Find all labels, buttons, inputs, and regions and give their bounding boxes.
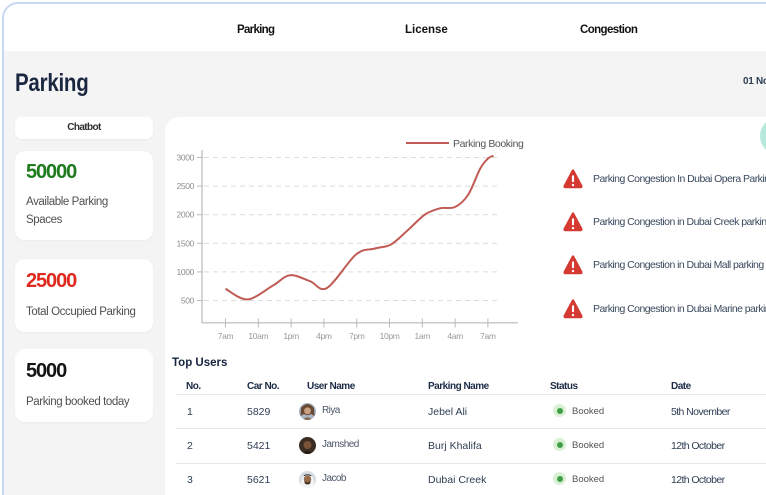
svg-text:7am: 7am [218, 331, 234, 341]
svg-text:4am: 4am [447, 331, 463, 341]
svg-text:1pm: 1pm [283, 331, 299, 341]
svg-text:2000: 2000 [176, 210, 194, 220]
svg-text:1000: 1000 [176, 267, 194, 277]
svg-text:1500: 1500 [176, 238, 194, 248]
svg-text:10am: 10am [248, 331, 268, 341]
svg-text:1am: 1am [415, 331, 431, 341]
svg-text:10pm: 10pm [380, 331, 400, 341]
svg-text:2500: 2500 [176, 181, 194, 191]
svg-text:7am: 7am [480, 331, 496, 341]
svg-text:Parking Booking: Parking Booking [453, 138, 524, 150]
svg-text:500: 500 [181, 296, 195, 306]
svg-text:7pm: 7pm [349, 331, 365, 341]
svg-text:4pm: 4pm [316, 331, 332, 341]
svg-text:3000: 3000 [176, 152, 194, 162]
